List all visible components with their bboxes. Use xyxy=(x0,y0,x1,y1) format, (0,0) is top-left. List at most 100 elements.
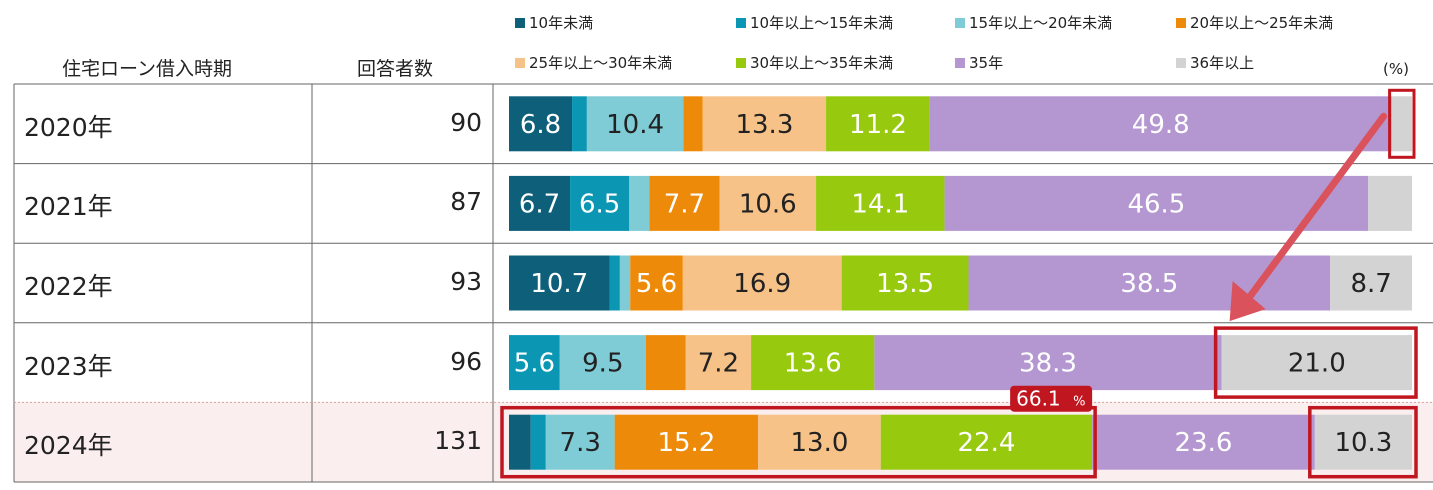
data-label: 13.6 xyxy=(784,349,842,379)
data-label: 8.7 xyxy=(1350,269,1391,299)
legend-label: 36年以上 xyxy=(1190,54,1255,72)
data-label: 38.3 xyxy=(1019,349,1077,379)
bar-segment xyxy=(509,96,573,152)
bar-segment xyxy=(841,255,969,311)
period-cell: 2023年 xyxy=(24,351,113,381)
data-label: 22.4 xyxy=(958,428,1016,458)
legend-swatch xyxy=(515,57,525,68)
data-label: 46.5 xyxy=(1127,189,1185,219)
bar-segment xyxy=(1368,175,1412,231)
data-label: 6.7 xyxy=(519,189,560,219)
legend-swatch xyxy=(515,17,525,28)
legend-item: 36年以上 xyxy=(1176,52,1254,73)
data-label: 23.6 xyxy=(1175,428,1233,458)
legend-label: 10年以上～15年未満 xyxy=(750,14,894,32)
bar-segment xyxy=(509,335,560,391)
legend-label: 30年以上～35年未満 xyxy=(750,54,894,72)
respondent-count-cell: 87 xyxy=(450,187,482,217)
bar-segment xyxy=(649,175,720,231)
bar-segment xyxy=(751,335,875,391)
bar-segment xyxy=(545,414,615,470)
legend-item: 20年以上～25年未満 xyxy=(1176,12,1333,33)
arrow-shaft xyxy=(1240,112,1388,309)
col-header-respondents: 回答者数 xyxy=(357,58,434,80)
legend-label: 25年以上～30年未満 xyxy=(529,54,673,72)
bar-segment xyxy=(683,96,703,152)
data-label: 7.7 xyxy=(664,189,705,219)
legend-item: 10年未満 xyxy=(515,12,593,33)
callout-value: 66.1 xyxy=(1016,387,1061,411)
bar-segment xyxy=(509,255,610,311)
legend-item: 35年 xyxy=(955,52,1003,73)
legend-item: 30年以上～35年未満 xyxy=(736,52,893,73)
period-cell: 2022年 xyxy=(24,272,113,301)
respondent-count-cell: 96 xyxy=(450,346,482,376)
highlight-box-2020 xyxy=(1388,88,1416,159)
data-label: 7.3 xyxy=(560,428,601,458)
data-label: 38.5 xyxy=(1120,269,1178,299)
period-cell: 2021年 xyxy=(24,192,113,222)
data-label: 9.5 xyxy=(582,349,623,379)
data-label: 11.2 xyxy=(849,110,907,140)
bar-segment xyxy=(682,255,842,311)
bar-segment xyxy=(685,335,752,391)
data-label: 10.7 xyxy=(530,269,588,299)
bar-segment xyxy=(1092,414,1315,470)
bar-segment xyxy=(874,335,1222,391)
highlight-box-2023 xyxy=(1213,326,1418,399)
legend-swatch xyxy=(955,17,965,28)
data-label: 13.0 xyxy=(790,428,848,458)
data-label: 16.9 xyxy=(733,269,791,299)
bar-segment xyxy=(758,414,881,470)
col-header-period: 住宅ローン借入時期 xyxy=(62,58,233,80)
bar-segment xyxy=(826,96,930,152)
bar-segment xyxy=(719,175,817,231)
data-label: 5.6 xyxy=(636,269,677,299)
data-label: 6.8 xyxy=(520,110,561,140)
bar-segment xyxy=(570,175,630,231)
legend-item: 10年以上～15年未満 xyxy=(736,12,893,33)
period-cell: 2020年 xyxy=(24,112,113,142)
bar-segment xyxy=(1330,255,1412,311)
legend-label: 20年以上～25年未満 xyxy=(1190,14,1334,32)
bar-segment xyxy=(586,96,684,152)
legend-swatch xyxy=(736,17,746,28)
respondent-count-cell: 131 xyxy=(434,426,482,456)
unit-label: (%) xyxy=(1383,60,1409,78)
legend-item: 15年以上～20年未満 xyxy=(955,12,1112,33)
data-label: 7.2 xyxy=(698,349,739,379)
bar-segment xyxy=(530,414,546,470)
bar-segment xyxy=(609,255,620,311)
legend-swatch xyxy=(955,57,965,68)
data-label: 6.5 xyxy=(579,189,620,219)
bar-segment xyxy=(645,335,686,391)
bar-segment xyxy=(1221,335,1412,391)
callout-unit: % xyxy=(1073,395,1085,410)
bar-segment xyxy=(929,96,1392,152)
legend-label: 15年以上～20年未満 xyxy=(969,14,1113,32)
bar-segment xyxy=(614,414,759,470)
highlight-box-2024-under35 xyxy=(500,405,1097,479)
bar-segment xyxy=(629,175,650,231)
bar-segment xyxy=(816,175,945,231)
legend-swatch xyxy=(736,57,746,68)
bar-segment xyxy=(630,255,683,311)
bar-segment xyxy=(702,96,827,152)
arrow-head xyxy=(1229,281,1266,322)
data-label: 14.1 xyxy=(851,189,909,219)
bar-segment xyxy=(880,414,1093,470)
data-label: 15.2 xyxy=(657,428,715,458)
bar-segment xyxy=(619,255,631,311)
bar-segment xyxy=(509,414,531,470)
legend-item: 25年以上～30年未満 xyxy=(515,52,672,73)
data-label: 13.5 xyxy=(876,269,934,299)
respondent-count-cell: 93 xyxy=(450,267,482,296)
legend-label: 35年 xyxy=(969,54,1004,72)
bar-segment xyxy=(1391,96,1412,152)
bar-segment xyxy=(1314,414,1412,470)
legend-swatch xyxy=(1176,17,1186,28)
data-label: 10.6 xyxy=(739,189,797,219)
data-label: 21.0 xyxy=(1288,349,1346,379)
bar-segment xyxy=(509,175,571,231)
